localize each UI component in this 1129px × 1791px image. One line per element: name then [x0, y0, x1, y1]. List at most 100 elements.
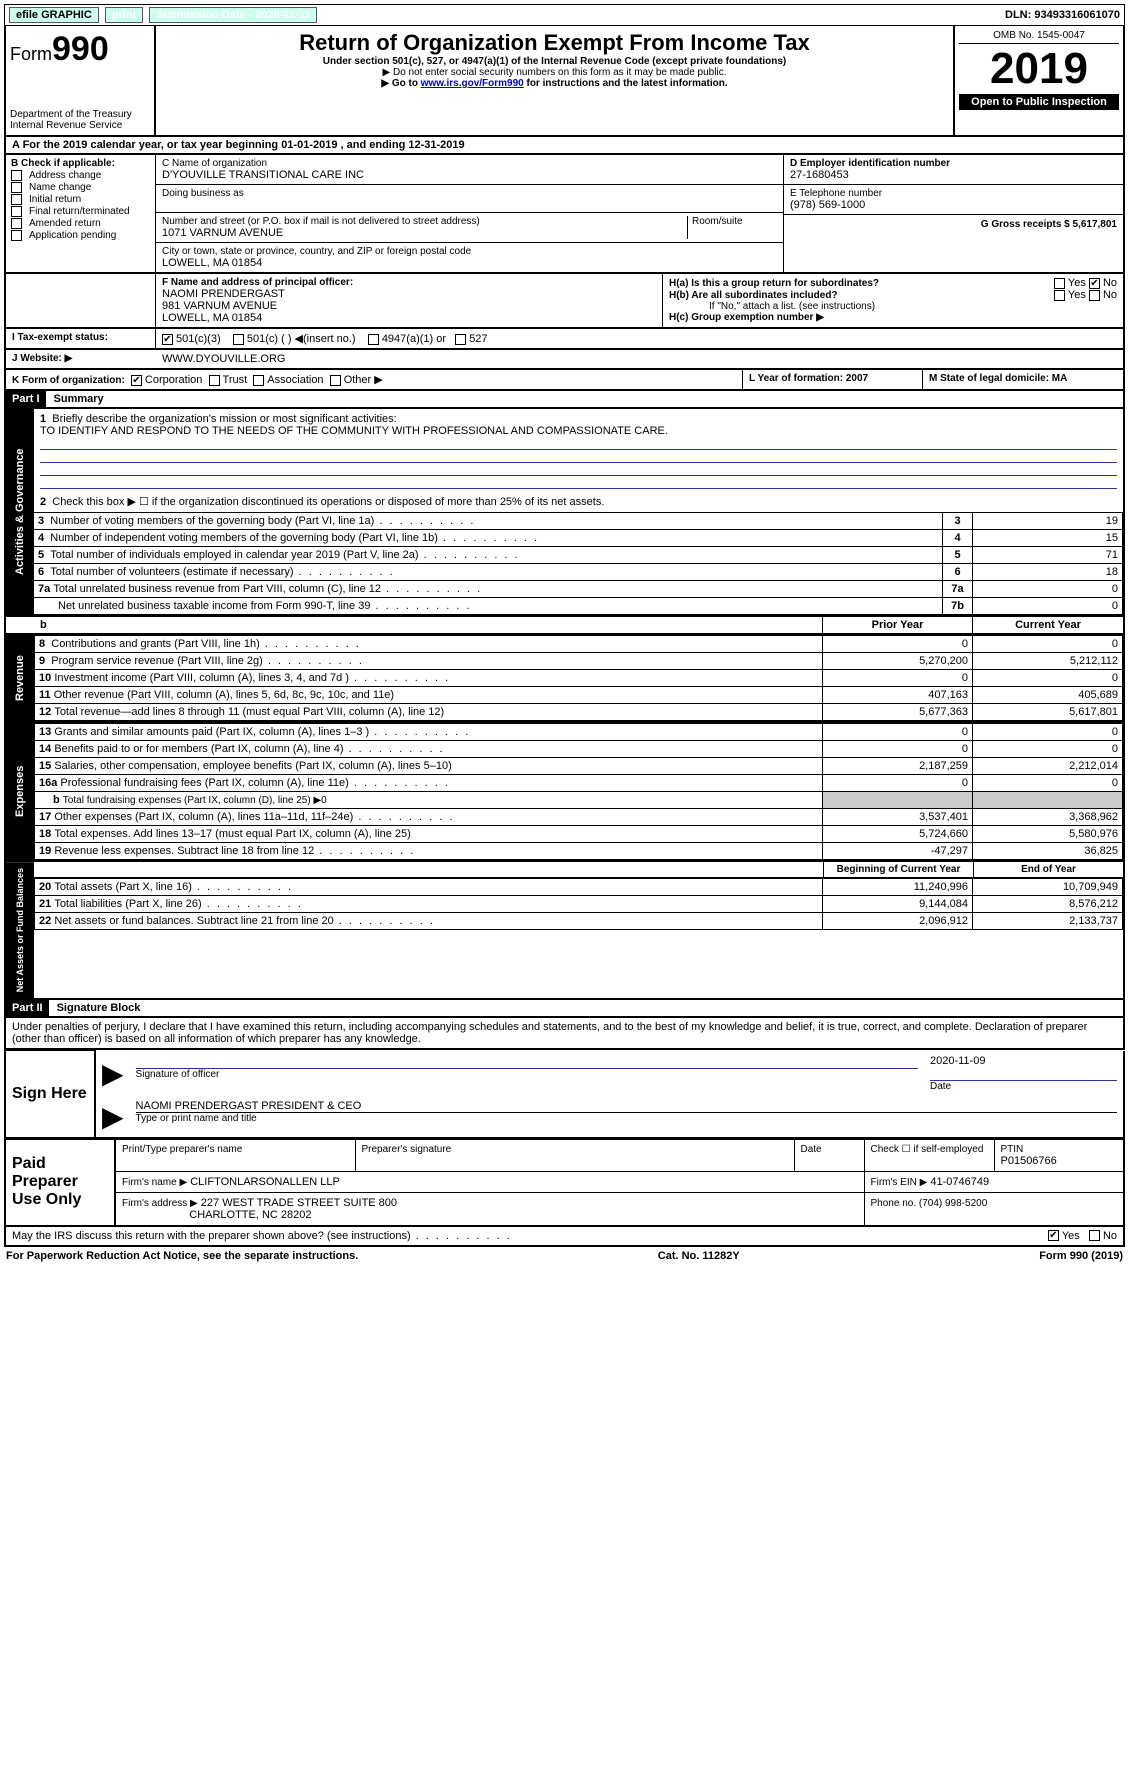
form-header: Form990 Department of the Treasury Inter…: [4, 26, 1125, 137]
city-state-zip: LOWELL, MA 01854: [162, 257, 777, 269]
cb-501c3[interactable]: [162, 334, 173, 345]
discuss-yes[interactable]: [1048, 1230, 1059, 1241]
cb-trust[interactable]: [209, 375, 220, 386]
street-address: 1071 VARNUM AVENUE: [162, 227, 687, 239]
row-12: 12 Total revenue—add lines 8 through 11 …: [35, 704, 1123, 721]
revenue-block: Revenue 8 Contributions and grants (Part…: [4, 635, 1125, 723]
dba-label: Doing business as: [162, 188, 777, 199]
omb-label: OMB No. 1545-0047: [959, 30, 1119, 44]
row-3: 3 Number of voting members of the govern…: [34, 513, 1123, 530]
page-footer: For Paperwork Reduction Act Notice, see …: [4, 1247, 1125, 1265]
officer-printed-label: Type or print name and title: [136, 1113, 1117, 1124]
col-c-org: C Name of organization D'YOUVILLE TRANSI…: [156, 155, 783, 272]
dln-label: DLN: 93493316061070: [1005, 9, 1120, 21]
row-j-website: J Website: ▶ WWW.DYOUVILLE.ORG: [4, 350, 1125, 370]
form-subtitle-3: ▶ Go to www.irs.gov/Form990 for instruct…: [160, 78, 949, 89]
row-16b: b Total fundraising expenses (Part IX, c…: [35, 792, 1123, 809]
cb-501c[interactable]: [233, 334, 244, 345]
submission-date-badge: Submission Date - 2020-11-11: [149, 7, 317, 23]
footer-mid: Cat. No. 11282Y: [658, 1250, 740, 1262]
mission-text: TO IDENTIFY AND RESPOND TO THE NEEDS OF …: [40, 425, 1117, 437]
cb-application-pending[interactable]: [11, 230, 22, 241]
form-subtitle-2: ▶ Do not enter social security numbers o…: [160, 67, 949, 78]
tax-year: 2019: [959, 44, 1119, 94]
end-year-hdr: End of Year: [973, 862, 1123, 877]
footer-right: Form 990 (2019): [1039, 1250, 1123, 1262]
efile-button[interactable]: efile GRAPHIC: [9, 7, 99, 23]
sign-here-block: Sign Here ▶ Signature of officer 2020-11…: [4, 1050, 1125, 1139]
side-expenses: Expenses: [6, 723, 34, 860]
year-formation: L Year of formation: 2007: [743, 370, 923, 389]
footer-left: For Paperwork Reduction Act Notice, see …: [6, 1250, 358, 1262]
col-b-checkboxes: B Check if applicable: Address change Na…: [6, 155, 156, 272]
org-name: D'YOUVILLE TRANSITIONAL CARE INC: [162, 169, 777, 181]
ha-yes[interactable]: [1054, 278, 1065, 289]
perjury-text: Under penalties of perjury, I declare th…: [4, 1018, 1125, 1050]
website-value: WWW.DYOUVILLE.ORG: [156, 350, 1123, 368]
cb-initial-return[interactable]: [11, 194, 22, 205]
open-public-badge: Open to Public Inspection: [959, 94, 1119, 110]
side-revenue: Revenue: [6, 635, 34, 721]
top-bar: efile GRAPHIC print Submission Date - 20…: [4, 4, 1125, 26]
row-17: 17 Other expenses (Part IX, column (A), …: [35, 809, 1123, 826]
ha-no[interactable]: [1089, 278, 1100, 289]
side-net-assets: Net Assets or Fund Balances: [6, 862, 34, 998]
firm-name: CLIFTONLARSONALLEN LLP: [190, 1176, 340, 1188]
financial-header: b Prior Year Current Year: [4, 617, 1125, 635]
part-i-body: Activities & Governance 1 Briefly descri…: [4, 409, 1125, 617]
q1-label: Briefly describe the organization's miss…: [52, 413, 396, 425]
gross-receipts: G Gross receipts $ 5,617,801: [981, 219, 1117, 230]
firm-phone: Phone no. (704) 998-5200: [871, 1198, 988, 1209]
ptin-value: P01506766: [1001, 1155, 1118, 1167]
section-fh: F Name and address of principal officer:…: [4, 274, 1125, 329]
ha-label: H(a) Is this a group return for subordin…: [669, 278, 879, 289]
form-label: Form990: [10, 44, 109, 64]
hb-no[interactable]: [1089, 290, 1100, 301]
row-i-tax-status: I Tax-exempt status: 501(c)(3) 501(c) ( …: [4, 329, 1125, 350]
cb-527[interactable]: [455, 334, 466, 345]
row-18: 18 Total expenses. Add lines 13–17 (must…: [35, 826, 1123, 843]
city-label: City or town, state or province, country…: [162, 246, 777, 257]
state-domicile: M State of legal domicile: MA: [923, 370, 1123, 389]
sign-here-label: Sign Here: [5, 1051, 95, 1138]
hc-label: H(c) Group exemption number ▶: [669, 312, 1117, 323]
cb-address-change[interactable]: [11, 170, 22, 181]
room-label: Room/suite: [692, 216, 777, 227]
row-4: 4 Number of independent voting members o…: [34, 530, 1123, 547]
mission-lines: [40, 437, 1117, 489]
row-8: 8 Contributions and grants (Part VIII, l…: [35, 636, 1123, 653]
row-19: 19 Revenue less expenses. Subtract line …: [35, 843, 1123, 860]
current-year-hdr: Current Year: [973, 617, 1123, 633]
cb-amended[interactable]: [11, 218, 22, 229]
part-i-header: Part I Summary: [4, 391, 1125, 409]
row-a-tax-year: A For the 2019 calendar year, or tax yea…: [4, 137, 1125, 155]
print-button[interactable]: print: [105, 7, 143, 23]
prior-year-hdr: Prior Year: [823, 617, 973, 633]
self-employed-check[interactable]: Check ☐ if self-employed: [871, 1144, 988, 1155]
cb-name-change[interactable]: [11, 182, 22, 193]
cb-4947[interactable]: [368, 334, 379, 345]
ein-label: D Employer identification number: [790, 158, 1117, 169]
row-21: 21 Total liabilities (Part X, line 26)9,…: [35, 896, 1123, 913]
paid-preparer-label: Paid Preparer Use Only: [5, 1139, 115, 1226]
discuss-no[interactable]: [1089, 1230, 1100, 1241]
row-9: 9 Program service revenue (Part VIII, li…: [35, 653, 1123, 670]
sig-officer-label: Signature of officer: [136, 1069, 918, 1080]
cb-other[interactable]: [330, 375, 341, 386]
cb-assoc[interactable]: [253, 375, 264, 386]
cb-corp[interactable]: [131, 375, 142, 386]
instructions-link[interactable]: www.irs.gov/Form990: [421, 78, 524, 89]
paid-preparer-block: Paid Preparer Use Only Print/Type prepar…: [4, 1139, 1125, 1227]
expenses-block: Expenses 13 Grants and similar amounts p…: [4, 723, 1125, 862]
net-header: Net Assets or Fund Balances Beginning of…: [4, 862, 1125, 1000]
cb-final-return[interactable]: [11, 206, 22, 217]
phone-label: E Telephone number: [790, 188, 1117, 199]
side-activities-governance: Activities & Governance: [6, 409, 34, 615]
q2-label: Check this box ▶ ☐ if the organization d…: [52, 496, 604, 508]
row-11: 11 Other revenue (Part VIII, column (A),…: [35, 687, 1123, 704]
row-14: 14 Benefits paid to or for members (Part…: [35, 741, 1123, 758]
firm-ein: 41-0746749: [930, 1176, 989, 1188]
sig-date-label: Date: [930, 1081, 1117, 1092]
hb-yes[interactable]: [1054, 290, 1065, 301]
hb-label: H(b) Are all subordinates included?: [669, 290, 838, 301]
